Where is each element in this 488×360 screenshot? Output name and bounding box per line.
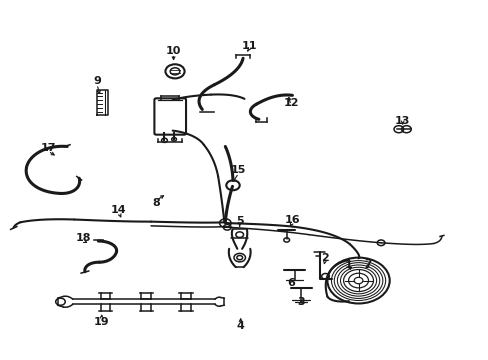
- Text: 18: 18: [75, 233, 91, 243]
- Text: 8: 8: [152, 198, 160, 208]
- Text: 14: 14: [111, 205, 126, 215]
- Text: 19: 19: [94, 317, 109, 327]
- Text: 2: 2: [321, 253, 328, 262]
- Text: 3: 3: [297, 297, 304, 307]
- Text: 4: 4: [236, 321, 244, 332]
- Text: 16: 16: [284, 215, 300, 225]
- Text: 1: 1: [345, 260, 352, 270]
- Text: 17: 17: [40, 143, 56, 153]
- Text: 13: 13: [394, 116, 409, 126]
- Text: 6: 6: [286, 278, 294, 288]
- Text: 12: 12: [283, 98, 298, 108]
- Text: 5: 5: [235, 216, 243, 226]
- Text: 11: 11: [241, 41, 257, 51]
- Text: 10: 10: [165, 46, 181, 56]
- Text: 15: 15: [231, 165, 246, 175]
- Text: 9: 9: [93, 76, 101, 86]
- Text: 7: 7: [363, 259, 371, 269]
